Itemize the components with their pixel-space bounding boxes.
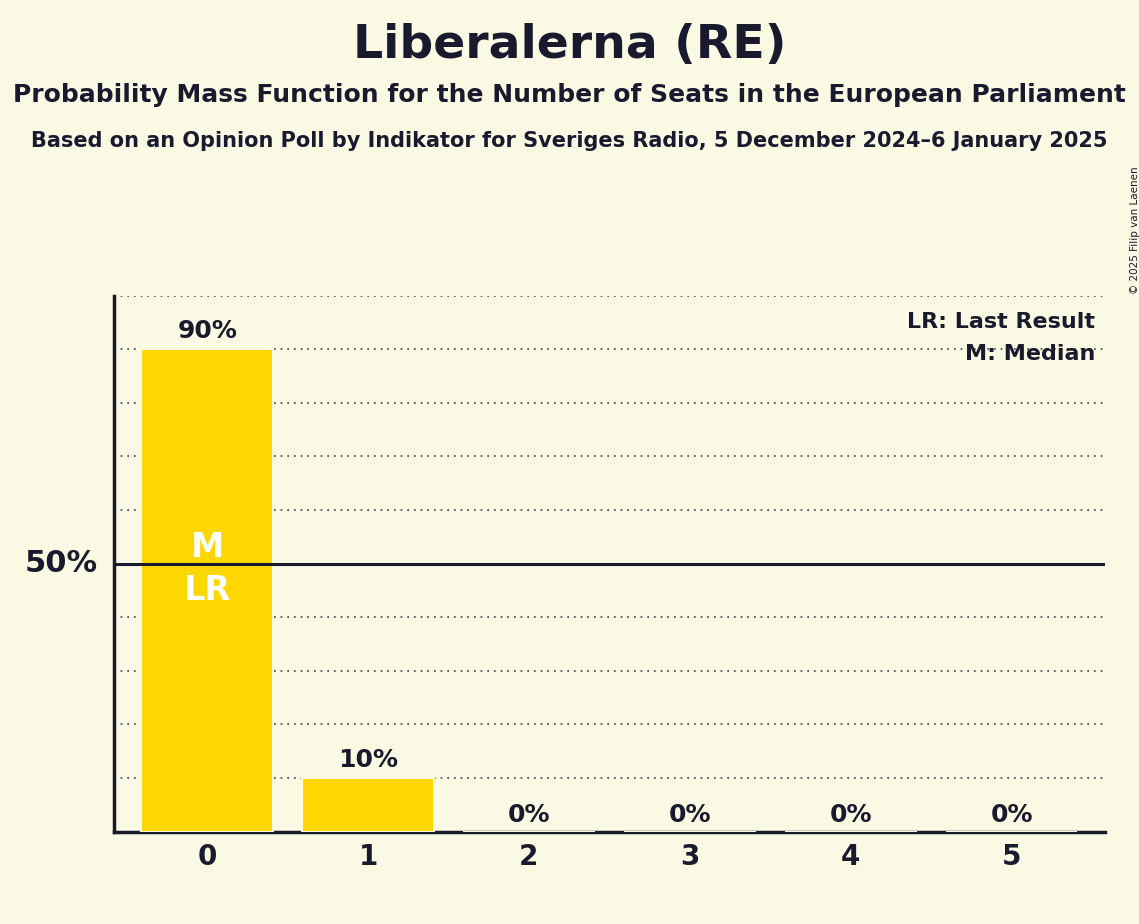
Bar <box>302 778 434 832</box>
Text: M: Median: M: Median <box>965 344 1096 364</box>
Text: 0%: 0% <box>829 803 872 827</box>
Text: Liberalerna (RE): Liberalerna (RE) <box>353 23 786 68</box>
Text: 50%: 50% <box>25 549 98 578</box>
Text: Based on an Opinion Poll by Indikator for Sveriges Radio, 5 December 2024–6 Janu: Based on an Opinion Poll by Indikator fo… <box>31 131 1108 152</box>
Text: LR: Last Result: LR: Last Result <box>907 311 1096 332</box>
Text: 10%: 10% <box>338 748 398 772</box>
Text: 0%: 0% <box>669 803 711 827</box>
Text: 0%: 0% <box>508 803 550 827</box>
Text: Probability Mass Function for the Number of Seats in the European Parliament: Probability Mass Function for the Number… <box>13 83 1126 107</box>
Text: 0%: 0% <box>990 803 1033 827</box>
Text: M
LR: M LR <box>183 530 231 607</box>
Text: 90%: 90% <box>178 319 237 343</box>
Bar <box>141 349 273 832</box>
Text: © 2025 Filip van Laenen: © 2025 Filip van Laenen <box>1130 166 1139 294</box>
